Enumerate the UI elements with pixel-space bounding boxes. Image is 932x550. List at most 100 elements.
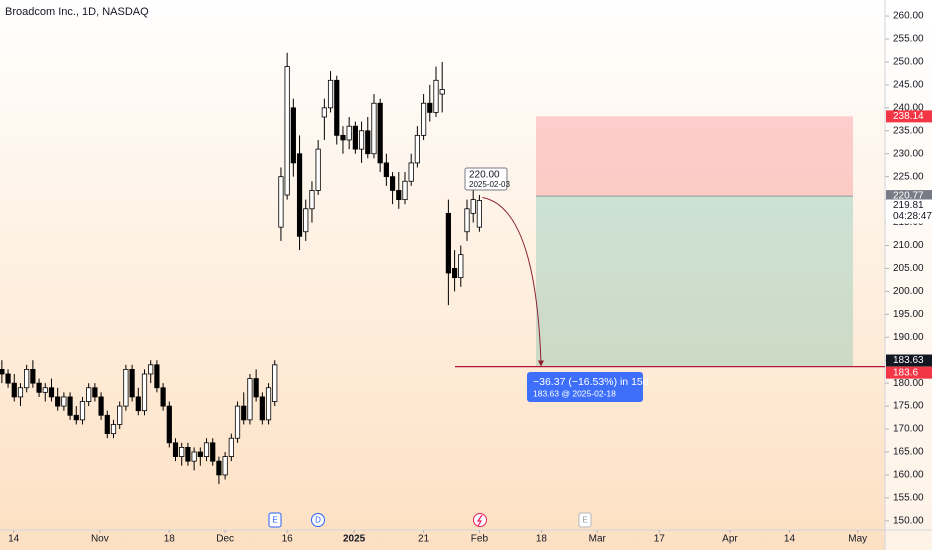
y-tick-label: 200.00 bbox=[893, 286, 924, 297]
tooltip-price: 220.00 bbox=[469, 170, 500, 181]
candle-body bbox=[48, 387, 55, 398]
y-tick-label: 170.00 bbox=[893, 424, 924, 435]
candle-body bbox=[0, 368, 5, 375]
candle-body bbox=[5, 373, 11, 384]
candle-body bbox=[154, 364, 160, 389]
entry-price-label: 220.77 bbox=[893, 191, 924, 202]
candle-body bbox=[172, 442, 179, 457]
candle-body bbox=[55, 396, 61, 407]
candle-body bbox=[160, 387, 166, 407]
line-price-bg bbox=[886, 366, 932, 379]
measure-change: −36.37 (−16.53%) in 15d bbox=[533, 376, 649, 388]
candle-body bbox=[265, 387, 272, 421]
last-price-bg bbox=[886, 199, 932, 224]
x-tick-label: 21 bbox=[418, 534, 430, 545]
y-tick-label: 190.00 bbox=[893, 332, 924, 343]
candle-body bbox=[476, 200, 483, 228]
candle-body bbox=[451, 268, 458, 279]
x-tick-label: 16 bbox=[282, 534, 294, 545]
candle-body bbox=[98, 396, 104, 416]
candle-body bbox=[470, 199, 476, 214]
candle-body bbox=[284, 66, 290, 196]
x-tick-label: 17 bbox=[654, 534, 666, 545]
candle-body bbox=[272, 364, 278, 402]
candle-body bbox=[36, 382, 42, 393]
projection-arrow bbox=[538, 360, 544, 367]
y-tick-label: 195.00 bbox=[893, 309, 924, 320]
y-tick-label: 250.00 bbox=[893, 57, 924, 68]
candle-body bbox=[191, 451, 197, 462]
candle-body bbox=[185, 447, 191, 462]
x-tick-label: Feb bbox=[471, 534, 489, 545]
x-tick-label: Nov bbox=[91, 534, 109, 545]
candle-body bbox=[315, 148, 321, 191]
stop-zone bbox=[536, 196, 853, 367]
x-tick-label: 14 bbox=[8, 534, 20, 545]
target-price-label-bg bbox=[886, 110, 932, 123]
candle-body bbox=[141, 373, 148, 412]
candle-body bbox=[433, 79, 439, 113]
candle-body bbox=[203, 442, 210, 457]
x-tick-label: Apr bbox=[722, 534, 738, 545]
target-price-label: 238.14 bbox=[893, 111, 924, 122]
candle-body bbox=[228, 437, 234, 457]
candle-body bbox=[110, 424, 117, 435]
entry-price-label-bg bbox=[886, 190, 932, 203]
last-price-label: 219.81 bbox=[893, 200, 924, 211]
candle-body bbox=[458, 254, 464, 279]
stop-price-label: 183.63 bbox=[893, 355, 924, 366]
candle-body bbox=[42, 387, 48, 393]
candle-body bbox=[123, 368, 129, 407]
event-label: D bbox=[315, 516, 321, 525]
candle-body bbox=[321, 107, 327, 118]
candle-body bbox=[222, 456, 228, 476]
event-label: E bbox=[272, 516, 277, 525]
price-axis-bg bbox=[885, 0, 932, 550]
candle-body bbox=[129, 368, 135, 398]
y-tick-label: 225.00 bbox=[893, 171, 924, 182]
tooltip-box bbox=[464, 167, 508, 191]
y-tick-label: 235.00 bbox=[893, 125, 924, 136]
candle-body bbox=[135, 396, 141, 412]
candle-body bbox=[445, 212, 451, 274]
candle-body bbox=[210, 442, 216, 462]
candle-body bbox=[241, 405, 247, 421]
candle-body bbox=[11, 382, 17, 398]
candle-body bbox=[197, 451, 203, 457]
candle-body bbox=[352, 125, 358, 150]
x-tick-label: Mar bbox=[589, 534, 607, 545]
candle-body bbox=[420, 102, 427, 136]
stop-price-bg bbox=[886, 354, 932, 367]
candle-body bbox=[309, 190, 315, 210]
y-tick-label: 165.00 bbox=[893, 447, 924, 458]
x-tick-label: 18 bbox=[536, 534, 548, 545]
y-tick-label: 240.00 bbox=[893, 102, 924, 113]
y-tick-label: 160.00 bbox=[893, 470, 924, 481]
candle-body bbox=[371, 102, 377, 155]
candle-body bbox=[296, 153, 303, 237]
y-tick-label: 245.00 bbox=[893, 80, 924, 91]
candle-body bbox=[278, 176, 284, 228]
candle-body bbox=[259, 396, 265, 421]
event-icon bbox=[311, 513, 325, 527]
candle-body bbox=[166, 405, 172, 444]
chart-title: Broadcom Inc., 1D, NASDAQ bbox=[5, 6, 149, 18]
event-icon bbox=[578, 512, 592, 528]
candle-body bbox=[340, 134, 346, 141]
y-tick-label: 155.00 bbox=[893, 493, 924, 504]
x-tick-label: 14 bbox=[784, 534, 796, 545]
candle-body bbox=[327, 79, 334, 109]
countdown: 04:28:47 bbox=[893, 211, 932, 222]
candle-body bbox=[439, 89, 445, 95]
y-tick-label: 180.00 bbox=[893, 378, 924, 389]
dividend-glyph bbox=[476, 514, 483, 527]
candle-body bbox=[365, 130, 371, 155]
tooltip-date: 2025-02-03 bbox=[469, 180, 510, 189]
y-tick-label: 150.00 bbox=[893, 515, 924, 526]
measure-detail: 183.63 @ 2025-02-18 bbox=[533, 388, 616, 398]
line-price-label: 183.6 bbox=[893, 367, 918, 378]
candle-body bbox=[303, 208, 309, 233]
